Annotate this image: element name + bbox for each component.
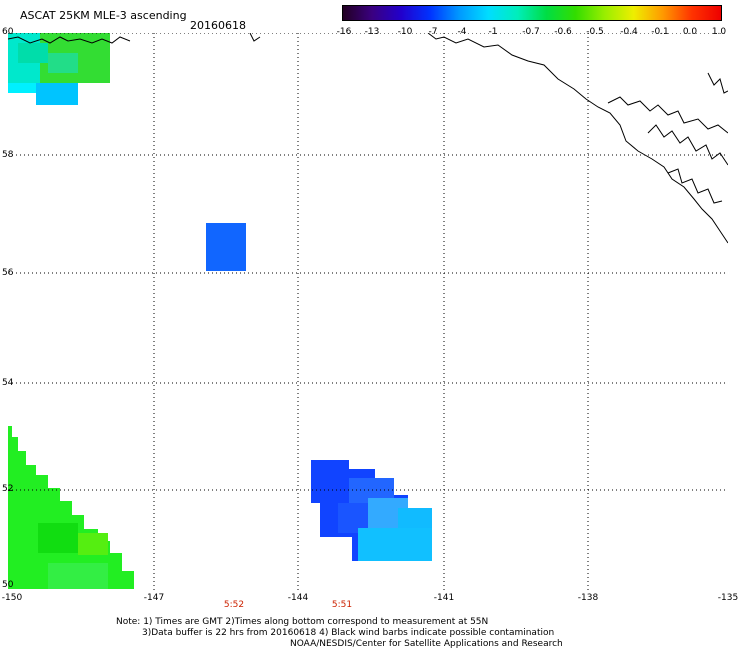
colorbar-tick: -13 — [364, 27, 380, 37]
colorbar-tick: -0.6 — [554, 27, 572, 37]
lon-label: -150 — [1, 593, 23, 603]
lon-label: -147 — [143, 593, 165, 603]
map-plot — [8, 33, 728, 593]
lon-label: -138 — [577, 593, 599, 603]
colorbar-tick: -0.5 — [586, 27, 604, 37]
lon-label: -144 — [287, 593, 309, 603]
lat-label: 52 — [2, 484, 14, 494]
colorbar-tick: -0.1 — [651, 27, 669, 37]
colorbar-tick: -16 — [336, 27, 352, 37]
chart-date: 20160618 — [190, 19, 246, 32]
note-line-2: 3)Data buffer is 22 hrs from 20160618 4)… — [142, 628, 555, 638]
lon-label: -135 — [717, 593, 739, 603]
lat-label: 50 — [2, 580, 14, 590]
colorbar-tick: -0.7 — [522, 27, 540, 37]
lat-label: 56 — [2, 268, 14, 278]
colorbar-tick: -10 — [397, 27, 413, 37]
chart-title: ASCAT 25KM MLE-3 ascending — [20, 9, 187, 22]
time-label: 5:52 — [223, 600, 245, 610]
colorbar-tick: 1.0 — [711, 27, 727, 37]
note-line-1: Note: 1) Times are GMT 2)Times along bot… — [116, 617, 489, 627]
colorbar — [342, 5, 722, 21]
lat-label: 58 — [2, 150, 14, 160]
coastline — [8, 33, 728, 244]
note-line-3: NOAA/NESDIS/Center for Satellite Applica… — [290, 639, 563, 649]
lat-label: 54 — [2, 378, 14, 388]
data-swath-se — [311, 460, 432, 561]
lat-label: 60 — [2, 27, 14, 37]
data-swath-sw — [8, 426, 134, 589]
colorbar-tick: -0.4 — [620, 27, 638, 37]
time-label: 5:51 — [331, 600, 353, 610]
colorbar-tick: 0.0 — [682, 27, 698, 37]
data-swath-nw — [8, 33, 110, 105]
colorbar-tick: -1 — [488, 27, 498, 37]
data-box-center — [206, 223, 246, 271]
lon-label: -141 — [433, 593, 455, 603]
colorbar-tick: -7 — [428, 27, 438, 37]
colorbar-tick: -4 — [457, 27, 467, 37]
grid-lines — [8, 33, 728, 593]
